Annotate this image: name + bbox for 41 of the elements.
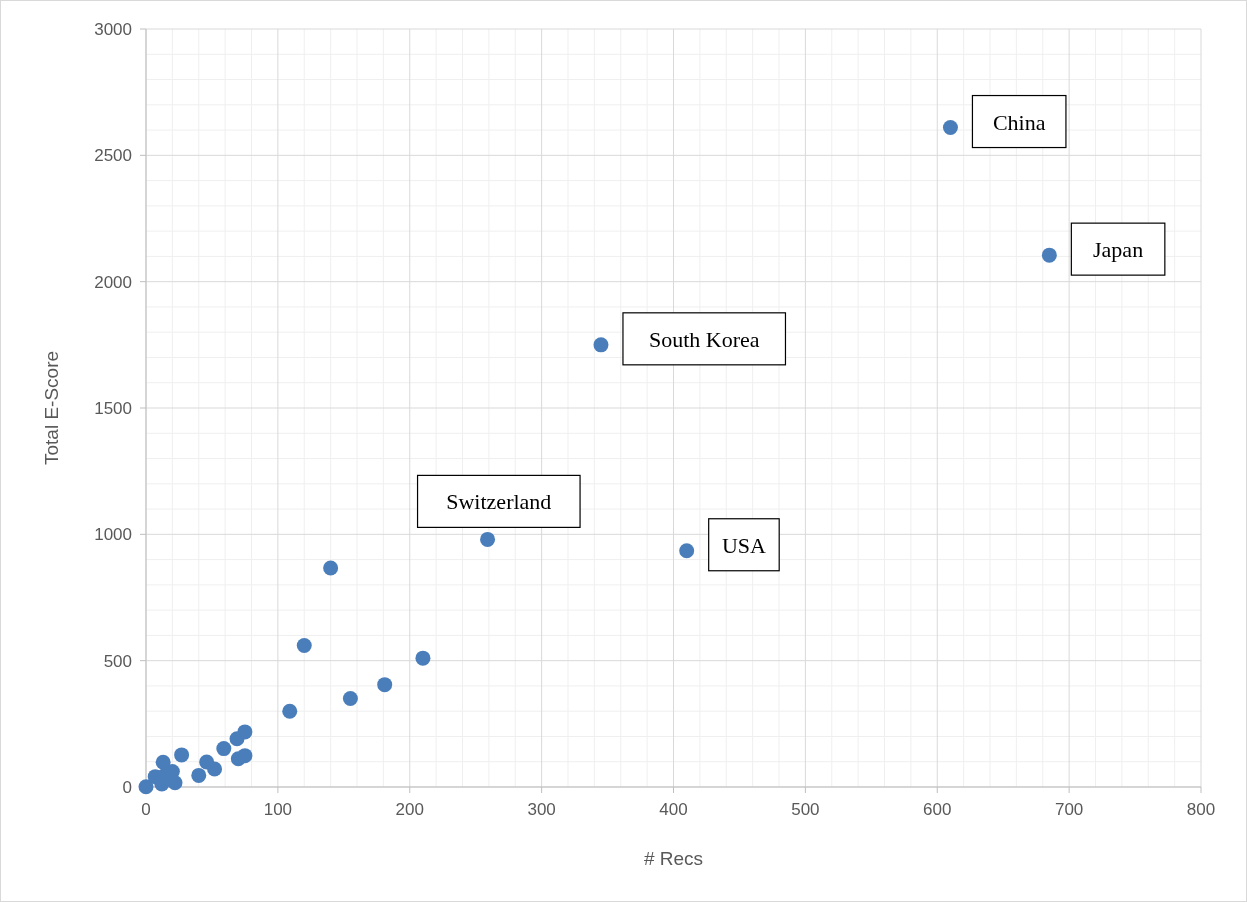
x-tick-label: 500 bbox=[791, 800, 820, 819]
point bbox=[415, 650, 431, 666]
annotation: South Korea bbox=[648, 326, 760, 352]
point bbox=[679, 543, 695, 559]
x-tick-label: 400 bbox=[659, 800, 688, 819]
point bbox=[138, 779, 154, 795]
point bbox=[230, 751, 246, 767]
y-axis-title: Total E-Score bbox=[41, 350, 62, 466]
y-tick-label: 2000 bbox=[94, 272, 132, 292]
annotation: China bbox=[992, 109, 1046, 135]
x-tick-label: 700 bbox=[1054, 800, 1084, 819]
x-tick-label: 200 bbox=[395, 800, 424, 819]
annotation: Switzerland bbox=[446, 489, 552, 515]
x-axis-title: # Recs bbox=[643, 848, 704, 869]
point bbox=[207, 761, 223, 777]
point bbox=[191, 767, 207, 783]
point bbox=[174, 747, 190, 763]
x-tick-label: 800 bbox=[1186, 800, 1216, 819]
y-tick-label: 0 bbox=[122, 778, 132, 797]
y-tick-label: 2500 bbox=[94, 146, 132, 166]
point bbox=[229, 731, 245, 747]
x-tick-label: 300 bbox=[527, 800, 556, 819]
y-tick-label: 1500 bbox=[94, 399, 132, 418]
point bbox=[942, 120, 958, 136]
y-tick-label: 1000 bbox=[94, 525, 132, 545]
point bbox=[323, 560, 339, 576]
y-tick-label: 500 bbox=[103, 651, 132, 671]
x-tick-label: 0 bbox=[141, 800, 151, 819]
y-tick-label: 3000 bbox=[94, 20, 132, 39]
point bbox=[216, 741, 232, 757]
point bbox=[377, 677, 393, 693]
point bbox=[282, 703, 298, 719]
point bbox=[1041, 247, 1057, 263]
x-tick-label: 600 bbox=[923, 800, 952, 819]
annotation: USA bbox=[721, 532, 767, 558]
point bbox=[342, 691, 358, 707]
annotation: Japan bbox=[1093, 237, 1144, 263]
point bbox=[296, 638, 312, 654]
point bbox=[593, 337, 609, 353]
point bbox=[480, 531, 496, 547]
x-tick-label: 100 bbox=[263, 800, 293, 819]
